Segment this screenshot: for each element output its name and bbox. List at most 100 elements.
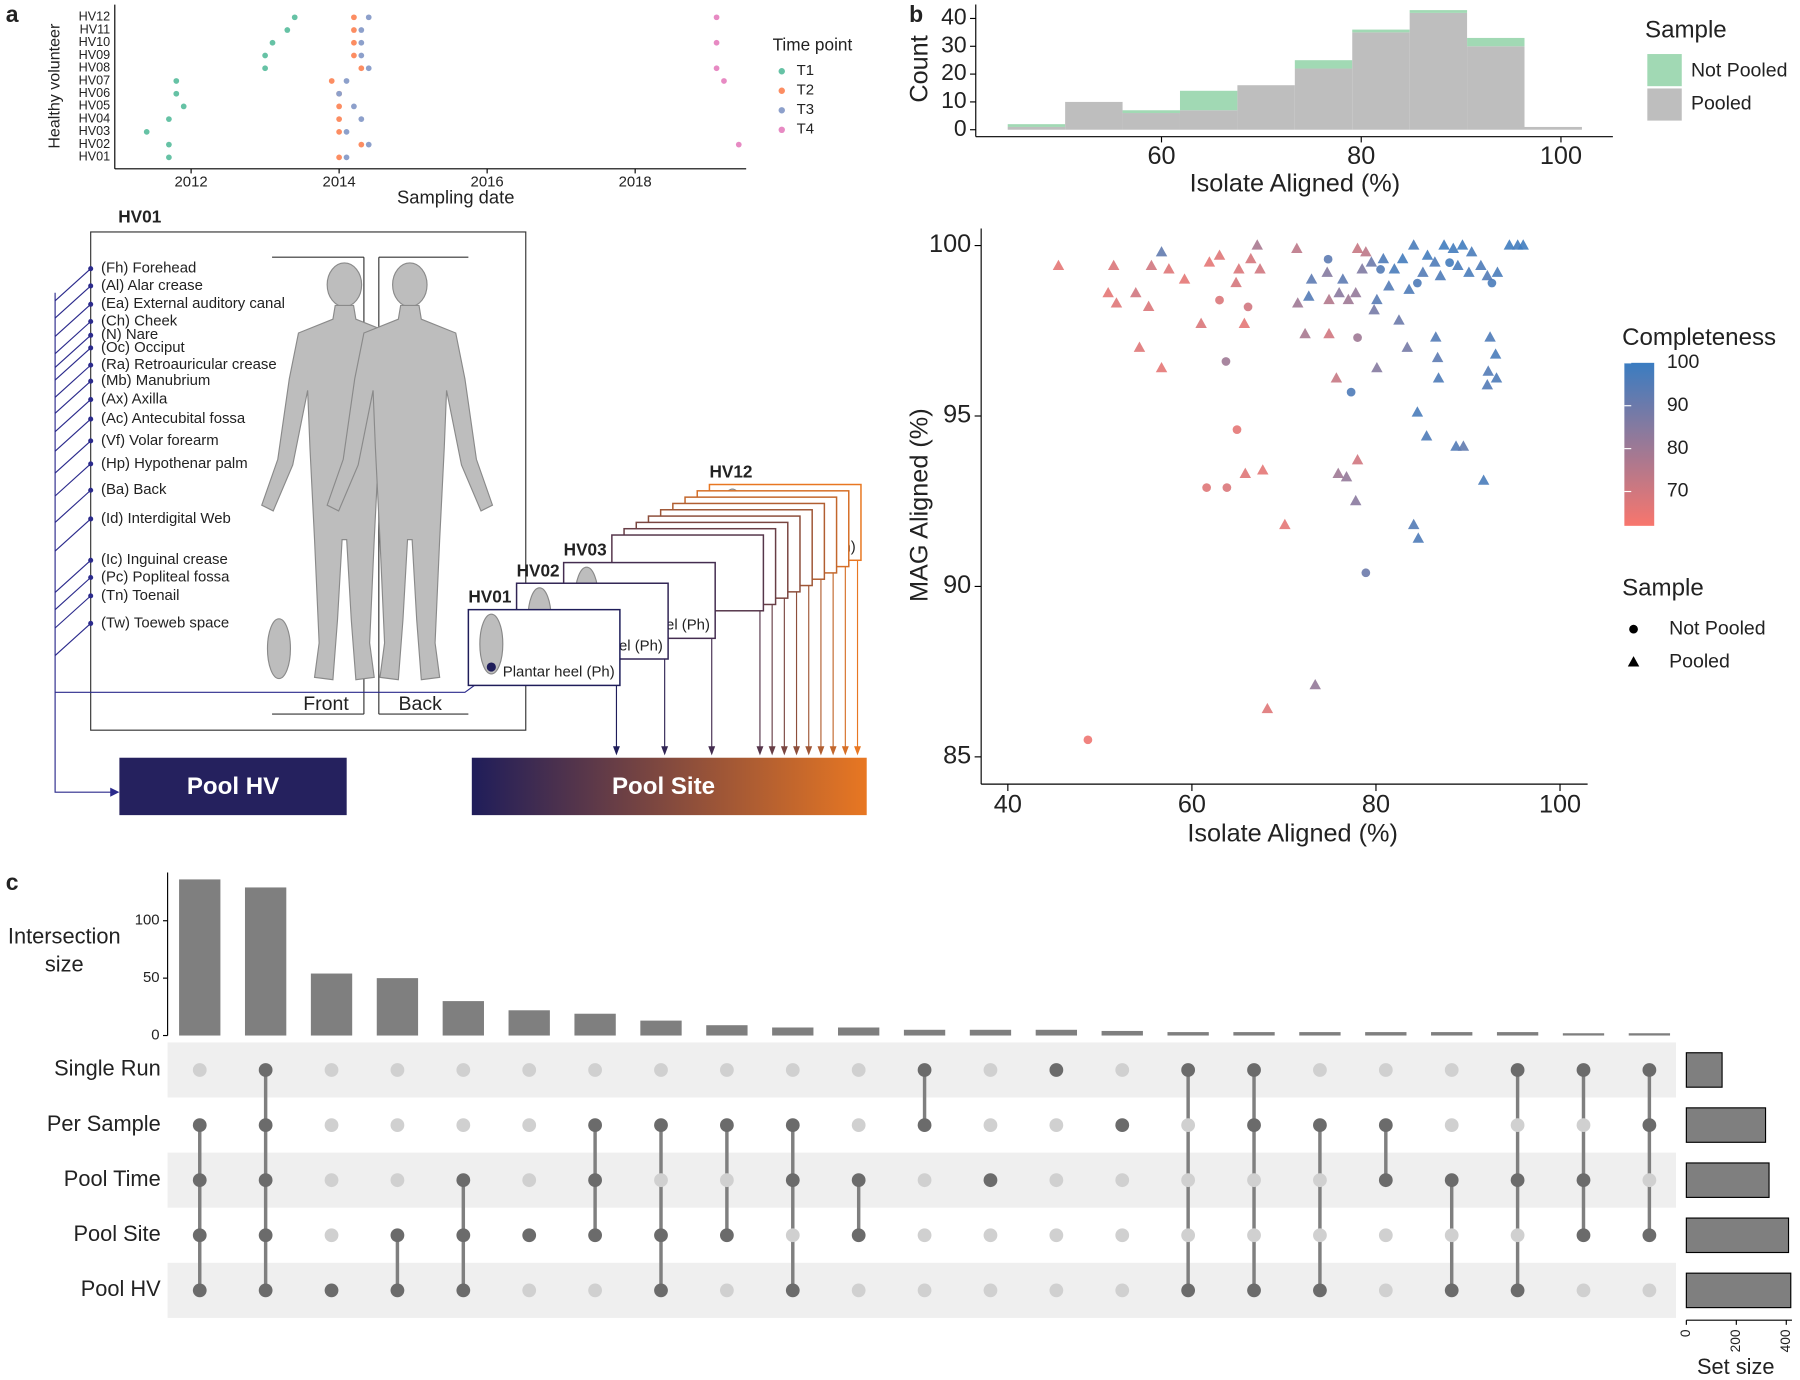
matrix-dot: [192, 1173, 207, 1188]
y-tick-label: HV12: [79, 10, 111, 24]
hv-label: HV12: [709, 462, 752, 482]
bar: [1299, 1032, 1341, 1036]
axis-title: MAG Aligned (%): [905, 408, 933, 602]
point: [1503, 239, 1516, 250]
site-dot: [88, 516, 94, 522]
matrix-dot: [654, 1063, 668, 1077]
bar: [838, 1027, 880, 1036]
arrowhead: [793, 746, 800, 756]
matrix-dot: [1181, 1283, 1196, 1298]
matrix-dot: [588, 1118, 602, 1132]
point: [1445, 258, 1454, 267]
point: [358, 52, 365, 59]
point: [1145, 259, 1158, 271]
point: [1432, 372, 1445, 383]
bar: [376, 978, 419, 1036]
site-label: (Ic) Inguinal crease: [101, 551, 228, 568]
point: [358, 116, 365, 123]
site-label: (Ch) Cheek: [101, 312, 178, 329]
point: [1333, 286, 1345, 298]
colorbar-label: 100: [1667, 351, 1700, 373]
matrix-dot: [456, 1173, 471, 1188]
point: [1195, 317, 1207, 328]
matrix-dot: [522, 1283, 537, 1298]
x-tick-label: 60: [1147, 142, 1175, 170]
point: [713, 14, 720, 21]
site-label: (Ea) External auditory canal: [101, 295, 285, 312]
matrix-dot: [720, 1173, 734, 1188]
foot: [266, 618, 292, 680]
matrix-dot: [1049, 1118, 1064, 1132]
x-axis-title: Set size: [1697, 1354, 1775, 1379]
point: [1332, 467, 1344, 478]
bar: [1524, 126, 1582, 130]
matrix-dot: [456, 1063, 471, 1077]
x-tick-label: 400: [1778, 1329, 1793, 1352]
y-tick-label: HV11: [80, 22, 111, 36]
bar: [1294, 68, 1353, 130]
matrix-dot: [785, 1283, 800, 1298]
matrix-dot: [654, 1173, 668, 1188]
x-tick-label: 80: [1362, 791, 1390, 819]
matrix-dot: [588, 1283, 602, 1298]
panel-letter: c: [6, 869, 19, 895]
point: [1349, 494, 1362, 506]
matrix-dot: [522, 1228, 537, 1243]
x-tick-label: 80: [1347, 142, 1375, 170]
x-tick-label: 40: [994, 791, 1022, 819]
site-label: (Pc) Popliteal fossa: [101, 568, 230, 585]
matrix-dot: [1313, 1228, 1327, 1243]
point: [1340, 471, 1353, 482]
point: [1342, 293, 1355, 305]
point: [351, 39, 357, 46]
y-tick-label: 0: [954, 115, 967, 141]
point: [1323, 254, 1333, 264]
point: [1261, 702, 1274, 714]
matrix-dot: [258, 1228, 273, 1243]
matrix-dot: [1247, 1283, 1261, 1298]
matrix-dot: [258, 1173, 273, 1188]
x-tick-label: 2012: [175, 174, 208, 191]
point: [1431, 351, 1444, 363]
point: [269, 39, 276, 46]
point: [1221, 357, 1231, 366]
bar: [1233, 1032, 1275, 1036]
matrix-dot: [917, 1283, 932, 1298]
point: [336, 116, 342, 123]
point: [1232, 425, 1242, 434]
matrix-dot: [522, 1063, 537, 1077]
point: [1291, 242, 1303, 253]
point: [1353, 333, 1362, 342]
point: [1233, 263, 1245, 274]
matrix-dot: [851, 1063, 866, 1077]
point: [1203, 256, 1216, 267]
site-dot: [88, 461, 94, 467]
matrix-dot: [1115, 1118, 1130, 1132]
point: [1243, 302, 1253, 312]
matrix-dot: [1510, 1173, 1525, 1188]
bar: [772, 1027, 814, 1036]
set-bar: [1685, 1217, 1790, 1254]
point: [1438, 239, 1450, 250]
bar: [1628, 1033, 1671, 1036]
legend-label: Not Pooled: [1691, 59, 1787, 81]
silhouette-back: [326, 262, 494, 681]
site-label: (Id) Interdigital Web: [101, 510, 231, 527]
panel-letter: b: [909, 1, 923, 27]
site-leader: [54, 518, 92, 552]
matrix-dot: [1444, 1228, 1459, 1243]
matrix-dot: [324, 1173, 339, 1188]
matrix-dot: [851, 1118, 866, 1132]
point: [1484, 331, 1496, 342]
set-bar: [1685, 1052, 1723, 1088]
bar: [1431, 1032, 1473, 1036]
matrix-dot: [1378, 1228, 1393, 1243]
front-label: Front: [303, 693, 349, 715]
site-leader: [54, 489, 92, 523]
point: [1323, 293, 1335, 305]
matrix-dot: [785, 1118, 800, 1132]
point: [1371, 293, 1383, 305]
point: [1452, 259, 1464, 271]
point: [1351, 242, 1364, 253]
matrix-dot: [983, 1228, 998, 1243]
